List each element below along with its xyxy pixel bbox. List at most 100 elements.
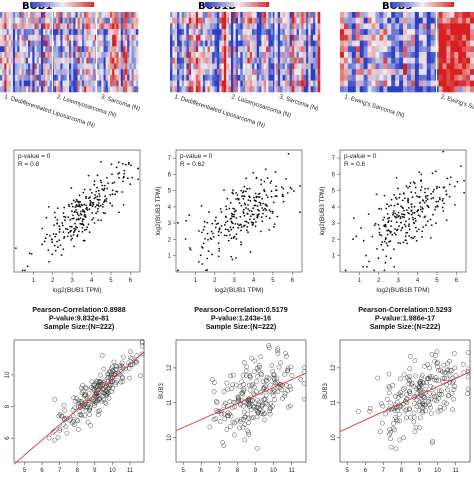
data-point — [242, 191, 244, 194]
data-point — [221, 411, 227, 417]
heatmap-cell — [237, 63, 241, 70]
heatmap-cell — [64, 12, 68, 19]
heatmap-cell — [105, 29, 109, 36]
data-point — [231, 222, 234, 225]
heatmap-cell — [2, 12, 5, 19]
heatmap-cell — [407, 46, 412, 53]
data-point — [231, 258, 234, 261]
data-point — [270, 393, 276, 398]
heatmap-cell — [240, 80, 243, 87]
data-point — [270, 368, 276, 374]
data-point — [392, 408, 398, 413]
heatmap-cell — [88, 63, 91, 70]
heatmap-cell — [53, 17, 57, 24]
heatmap-cell — [235, 40, 239, 47]
data-point — [202, 242, 205, 245]
heatmap-cell — [291, 29, 295, 36]
color-key-cell — [81, 2, 83, 7]
heatmap-cell — [38, 17, 42, 24]
data-point — [123, 172, 125, 175]
data-point — [450, 407, 456, 413]
heatmap-cell — [240, 12, 243, 19]
heatmap-cell — [38, 74, 42, 81]
heatmap-cell — [47, 23, 50, 30]
color-key-cell — [430, 2, 432, 7]
heatmap-cell — [193, 34, 197, 41]
heatmap-cell — [263, 29, 267, 36]
heatmap-cell — [99, 80, 102, 87]
heatmap-cell — [343, 57, 349, 64]
heatmap-cell — [284, 17, 288, 24]
heatmap-cell — [294, 34, 297, 41]
heatmap-cell — [19, 46, 22, 53]
x-tick-label: 2 — [377, 278, 381, 284]
heatmap-cell — [25, 40, 29, 47]
data-point — [56, 240, 58, 243]
heatmap-cell — [407, 52, 412, 59]
data-point — [384, 261, 387, 264]
data-point — [240, 189, 243, 192]
heatmap-cell — [221, 17, 225, 24]
heatmap-cell — [249, 86, 253, 93]
heatmap-cell — [188, 12, 192, 19]
heatmap-cell — [38, 63, 42, 70]
data-point — [445, 361, 451, 366]
heatmap-cell — [422, 17, 427, 24]
data-point — [64, 430, 70, 436]
heatmap-cell — [312, 12, 316, 19]
data-point — [139, 343, 145, 349]
data-point — [433, 377, 439, 383]
color-key-cell — [219, 2, 222, 7]
heatmap-cell — [28, 23, 31, 30]
heatmap-cell — [116, 80, 119, 87]
heatmap-cell — [252, 63, 255, 70]
data-point — [102, 206, 104, 208]
data-point — [268, 209, 271, 212]
heatmap-cell — [363, 40, 368, 47]
heatmap-cell — [188, 63, 192, 70]
heatmap-cell — [273, 34, 276, 41]
data-point — [448, 183, 451, 186]
heatmap-cell — [36, 34, 40, 41]
data-point — [97, 219, 100, 222]
data-point — [189, 247, 191, 249]
heatmap-cell — [462, 74, 467, 81]
data-point — [56, 413, 62, 419]
heatmap-cell — [375, 52, 380, 59]
heatmap-cell — [442, 40, 447, 47]
heatmap-cell — [256, 52, 260, 59]
heatmap-cell — [135, 12, 139, 19]
heatmap-cell — [25, 46, 29, 53]
heatmap-cell — [45, 80, 48, 87]
heatmap-cell — [454, 52, 459, 59]
color-key-cell — [428, 2, 431, 7]
heatmap-cell — [90, 29, 94, 36]
heatmap-cell — [114, 69, 117, 76]
data-point — [85, 228, 88, 231]
heatmap-cell — [270, 69, 274, 76]
heatmap-cell — [174, 12, 178, 19]
heatmap-cell — [442, 29, 447, 36]
heatmap-cell — [193, 69, 197, 76]
data-point — [101, 188, 104, 190]
data-point — [93, 180, 96, 183]
heatmap-cell — [450, 86, 455, 93]
heatmap-cell — [73, 63, 76, 70]
heatmap-cell — [430, 40, 435, 47]
heatmap-cell — [43, 29, 46, 36]
data-point — [74, 206, 77, 209]
heatmap-cell — [207, 34, 211, 41]
heatmap-cell — [442, 63, 447, 70]
heatmap-cell — [170, 74, 173, 81]
heatmap-cell — [38, 29, 42, 36]
data-point — [139, 351, 145, 357]
heatmap-cell — [367, 52, 372, 59]
heatmap-cell — [77, 57, 81, 64]
data-point — [254, 414, 260, 420]
data-point — [410, 203, 413, 206]
data-point — [204, 237, 206, 240]
data-point — [94, 196, 97, 199]
heatmap-cell — [200, 86, 204, 93]
correlation-title-line: Pearson-Correlation:0.8988 — [32, 305, 125, 314]
data-point — [41, 227, 44, 230]
